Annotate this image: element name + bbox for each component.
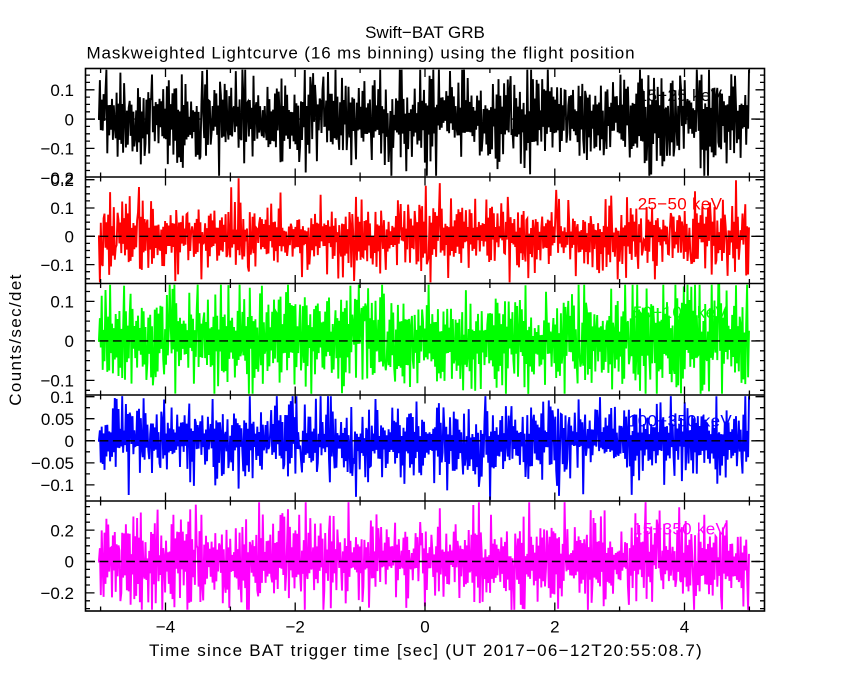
svg-text:−4: −4	[156, 618, 175, 637]
svg-text:−0.1: −0.1	[40, 372, 74, 391]
svg-text:−0.1: −0.1	[40, 256, 74, 275]
svg-text:0.1: 0.1	[50, 81, 74, 100]
svg-text:0: 0	[65, 432, 74, 451]
svg-text:0: 0	[65, 110, 74, 129]
svg-text:−0.1: −0.1	[40, 476, 74, 495]
svg-text:0: 0	[65, 553, 74, 572]
svg-text:25−50 keV: 25−50 keV	[638, 195, 723, 214]
svg-text:0: 0	[420, 618, 429, 637]
svg-text:0.1: 0.1	[50, 293, 74, 312]
svg-text:−2: −2	[286, 618, 305, 637]
svg-text:0.2: 0.2	[50, 171, 74, 190]
svg-text:Swift−BAT GRB: Swift−BAT GRB	[365, 23, 485, 42]
svg-text:0: 0	[65, 332, 74, 351]
svg-text:0.1: 0.1	[50, 199, 74, 218]
svg-text:−0.2: −0.2	[40, 169, 74, 188]
svg-text:50−100 keV: 50−100 keV	[633, 303, 728, 322]
svg-text:4: 4	[680, 618, 689, 637]
svg-text:−0.2: −0.2	[40, 584, 74, 603]
svg-text:−0.05: −0.05	[31, 454, 74, 473]
svg-text:Counts/sec/det: Counts/sec/det	[6, 273, 25, 405]
svg-text:0.2: 0.2	[50, 521, 74, 540]
svg-text:0.1: 0.1	[50, 388, 74, 407]
svg-text:0: 0	[65, 228, 74, 247]
svg-text:0.05: 0.05	[41, 410, 74, 429]
svg-text:Time since BAT trigger time [s: Time since BAT trigger time [sec] (UT 20…	[149, 641, 703, 660]
svg-text:−0.1: −0.1	[40, 140, 74, 159]
svg-text:2: 2	[550, 618, 559, 637]
svg-text:Maskweighted Lightcurve (16 ms: Maskweighted Lightcurve (16 ms binning) …	[87, 44, 636, 63]
